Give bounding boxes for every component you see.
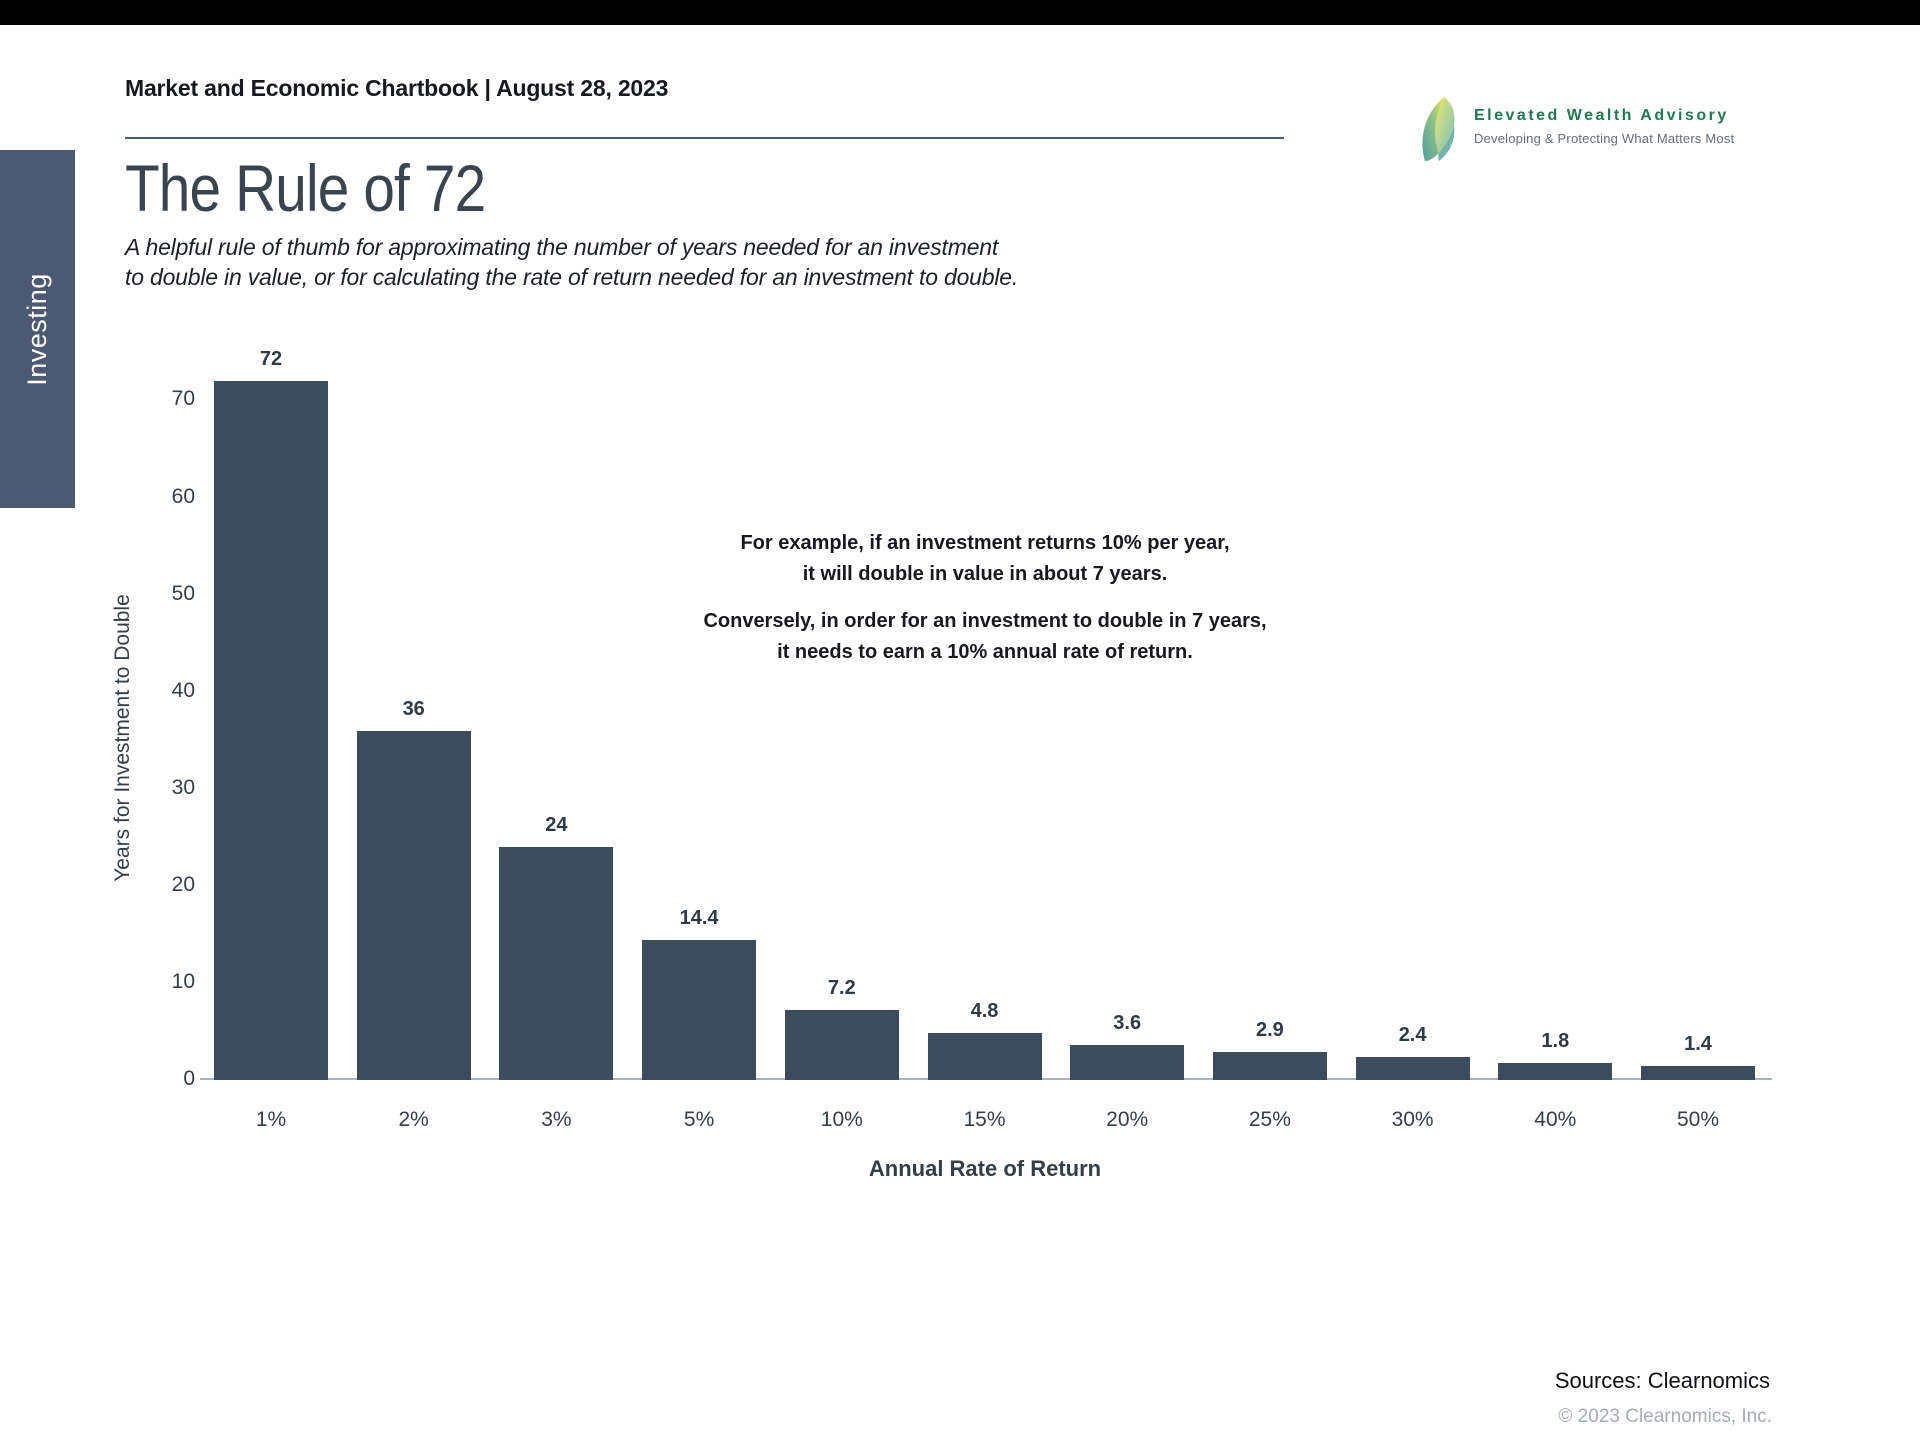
brand-logo: Elevated Wealth Advisory Developing & Pr… [1418,95,1748,170]
bar-value-label: 72 [259,348,283,371]
y-tick-label: 70 [171,387,195,411]
x-tick-label: 15% [963,1108,1006,1131]
bar [1355,1056,1470,1080]
x-tick-label: 3% [541,1108,572,1131]
x-tick-label: 20% [1106,1108,1149,1131]
tab-investing[interactable]: Investing [0,150,75,508]
bar-value-label: 36 [402,697,425,720]
bar [784,1010,899,1080]
leaf-swoosh-logo-icon [1422,97,1455,161]
bar [642,940,757,1080]
bar [214,381,328,1080]
chartbook-header: Market and Economic Chartbook | August 2… [125,75,669,101]
x-tick-label: 30% [1391,1108,1434,1131]
subtitle-line-2: to double in value, or for calculating t… [125,264,1019,290]
annotation-line: it will double in value in about 7 years… [802,563,1168,585]
y-tick-label: 30 [171,775,195,799]
annotation-line: it needs to earn a 10% annual rate of re… [777,641,1193,663]
bar-value-label: 1.8 [1541,1029,1570,1052]
bar [1498,1062,1613,1080]
chart-annotation: For example, if an investment returns 10… [585,528,1385,668]
top-black-bar [0,0,1920,25]
bar-value-label: 14.4 [679,907,719,930]
annotation-paragraph-2: Conversely, in order for an investment t… [585,606,1385,668]
y-tick-label: 0 [183,1067,195,1090]
bar [356,730,471,1080]
bar-value-label: 3.6 [1113,1012,1142,1035]
bar [1212,1051,1327,1080]
x-tick-label: 5% [683,1108,715,1131]
x-tick-label: 25% [1248,1108,1291,1131]
sources-text: Sources: Clearnomics [1554,1368,1770,1393]
page-subtitle: A helpful rule of thumb for approximatin… [125,232,1018,292]
brand-tagline: Developing & Protecting What Matters Mos… [1474,131,1735,146]
y-tick-label: 20 [171,872,195,896]
x-tick-label: 50% [1676,1108,1720,1131]
header-divider [125,137,1284,139]
y-tick-label: 10 [171,969,195,993]
bar [1641,1066,1755,1080]
bar-value-label: 7.2 [827,977,856,1000]
y-tick-label: 40 [171,678,195,702]
x-tick-label: 1% [255,1108,287,1131]
subtitle-line-1: A helpful rule of thumb for approximatin… [125,234,999,260]
page-title: The Rule of 72 [125,151,486,225]
y-tick-label: 50 [171,581,195,605]
annotation-line: Conversely, in order for an investment t… [703,610,1267,632]
copyright-text: © 2023 Clearnomics, Inc. [1558,1406,1772,1427]
bar-value-label: 2.4 [1398,1023,1427,1046]
brand-name: Elevated Wealth Advisory [1474,107,1729,124]
x-tick-label: 40% [1534,1108,1577,1131]
bar [499,847,614,1080]
x-tick-label: 2% [398,1108,429,1131]
bar-value-label: 1.4 [1684,1033,1712,1056]
bar-value-label: 24 [545,814,568,836]
bar-value-label: 4.8 [970,1000,999,1023]
x-axis-title: Annual Rate of Return [868,1156,1102,1181]
annotation-paragraph-1: For example, if an investment returns 10… [585,528,1385,590]
bar-value-label: 2.9 [1255,1018,1284,1041]
annotation-line: For example, if an investment returns 10… [740,532,1230,554]
bar [927,1033,1042,1080]
bar [1070,1045,1185,1080]
x-tick-label: 10% [820,1108,863,1131]
y-tick-label: 60 [171,484,195,508]
